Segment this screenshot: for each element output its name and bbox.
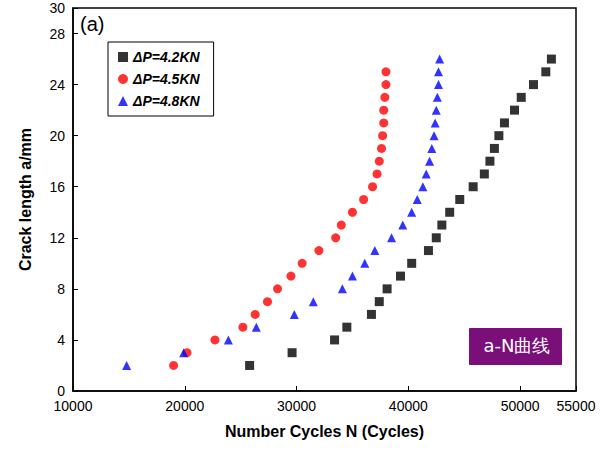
svg-text:12: 12 [49, 230, 65, 246]
svg-text:a-N曲线: a-N曲线 [484, 335, 551, 356]
svg-text:ΔP=4.8KN: ΔP=4.8KN [132, 93, 200, 109]
svg-text:30000: 30000 [277, 398, 316, 414]
svg-text:ΔP=4.2KN: ΔP=4.2KN [132, 49, 200, 65]
svg-text:16: 16 [49, 179, 65, 195]
svg-text:50000: 50000 [501, 398, 540, 414]
svg-text:40000: 40000 [389, 398, 428, 414]
svg-text:55000: 55000 [557, 398, 596, 414]
svg-text:ΔP=4.5KN: ΔP=4.5KN [132, 71, 200, 87]
svg-text:Crack length a/mm: Crack length a/mm [17, 128, 34, 271]
svg-text:28: 28 [49, 26, 65, 42]
svg-text:30: 30 [49, 0, 65, 16]
svg-text:0: 0 [57, 383, 65, 399]
svg-text:20000: 20000 [165, 398, 204, 414]
svg-text:20: 20 [49, 128, 65, 144]
svg-text:10000: 10000 [54, 398, 93, 414]
svg-text:4: 4 [57, 332, 65, 348]
svg-text:Number Cycles N (Cycles): Number Cycles N (Cycles) [225, 423, 424, 440]
svg-text:24: 24 [49, 77, 65, 93]
svg-text:8: 8 [57, 281, 65, 297]
svg-text:(a): (a) [80, 13, 104, 35]
